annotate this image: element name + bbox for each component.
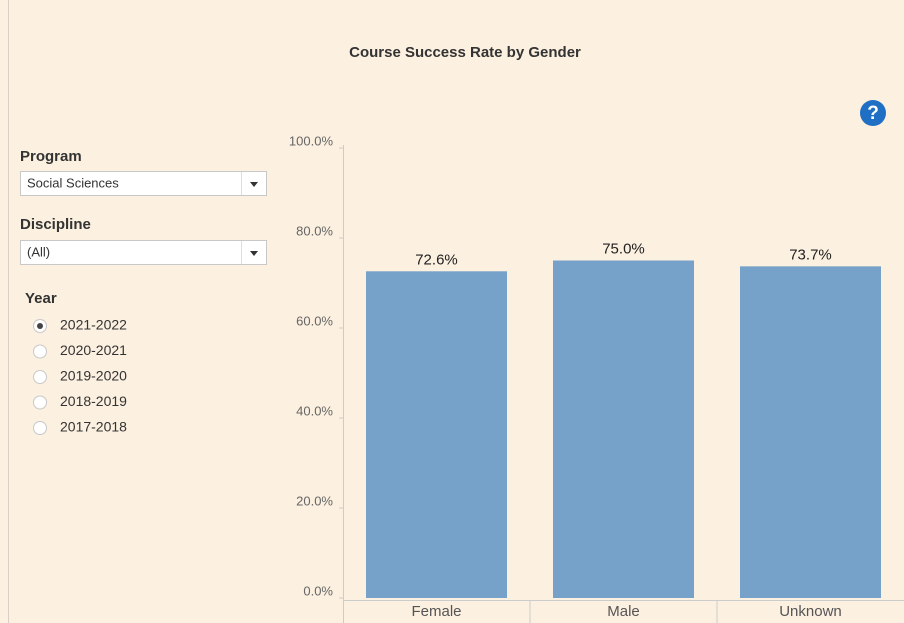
radio-button[interactable] xyxy=(33,421,47,435)
y-tick-label: 20.0% xyxy=(296,493,333,508)
help-icon[interactable]: ? xyxy=(867,103,879,124)
bar xyxy=(740,266,881,598)
x-tick-label: Male xyxy=(607,603,640,620)
y-tick-label: 100.0% xyxy=(289,133,334,148)
radio-button[interactable] xyxy=(33,395,47,410)
value-label: 72.6% xyxy=(415,251,458,268)
help-circle[interactable] xyxy=(860,100,886,126)
y-tick-label: 60.0% xyxy=(296,313,333,328)
year-option[interactable]: 2020-2021 xyxy=(60,342,127,358)
help-button[interactable]: ? xyxy=(860,100,886,126)
dropdown-box[interactable] xyxy=(20,171,267,196)
y-tick-label: 80.0% xyxy=(296,223,333,238)
y-tick-label: 40.0% xyxy=(296,403,333,418)
discipline-value[interactable]: (All) xyxy=(27,244,50,259)
radio-button[interactable] xyxy=(33,344,47,359)
dropdown-arrow[interactable] xyxy=(250,182,258,187)
year-option[interactable]: 2019-2020 xyxy=(60,368,127,384)
program-value[interactable]: Social Sciences xyxy=(27,175,119,190)
bar xyxy=(553,260,694,598)
bar xyxy=(366,271,507,598)
value-label: 73.7% xyxy=(789,246,832,263)
program-label: Program xyxy=(20,148,82,165)
year-label: Year xyxy=(25,290,57,307)
x-tick-label: Unknown xyxy=(779,603,842,620)
program-dropdown[interactable]: Social Sciences xyxy=(20,171,267,196)
dropdown-box[interactable] xyxy=(20,240,267,265)
value-label: 75.0% xyxy=(602,240,645,257)
y-tick-label: 0.0% xyxy=(303,583,333,598)
chart-title: Course Success Rate by Gender xyxy=(349,44,581,61)
discipline-dropdown[interactable]: (All) xyxy=(20,240,267,265)
radio-button[interactable] xyxy=(33,370,47,384)
x-tick-label: Female xyxy=(411,603,461,620)
discipline-label: Discipline xyxy=(20,216,91,233)
radio-dot[interactable] xyxy=(37,323,43,329)
year-option[interactable]: 2021-2022 xyxy=(60,317,127,333)
dropdown-arrow[interactable] xyxy=(250,251,258,256)
year-option[interactable]: 2017-2018 xyxy=(60,419,127,435)
year-option[interactable]: 2018-2019 xyxy=(60,393,127,409)
